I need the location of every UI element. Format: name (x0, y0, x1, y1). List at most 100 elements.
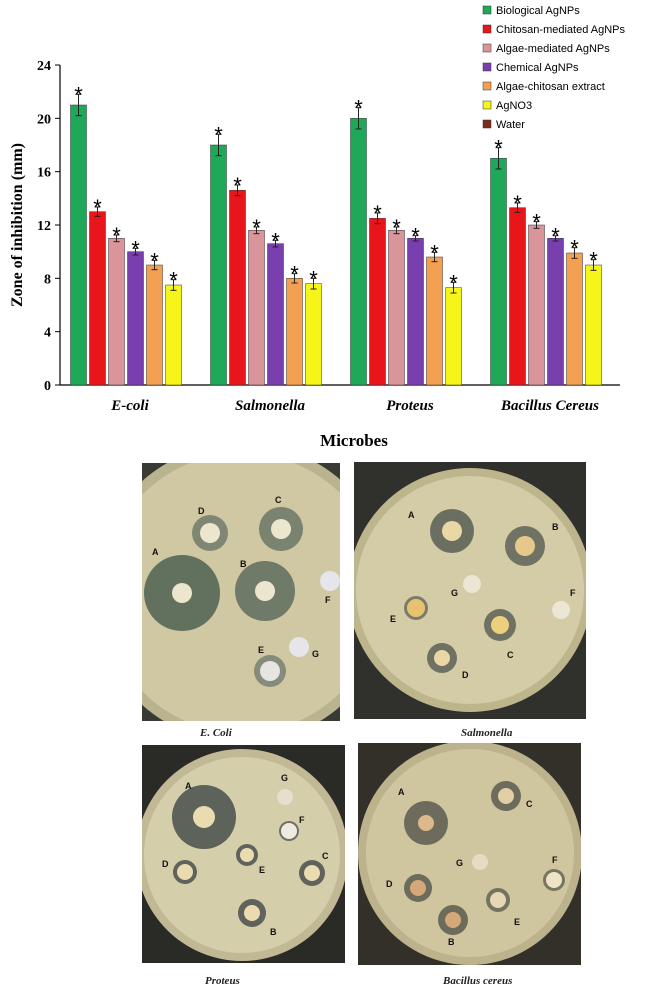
y-tick-label: 8 (44, 272, 51, 287)
zone-c (259, 507, 303, 551)
disk-g (472, 854, 488, 870)
legend-label: Algae-chitosan extract (496, 81, 605, 93)
bar-algae-mediated-agnps-3 (528, 224, 545, 386)
legend-label: Chemical AgNPs (496, 62, 579, 74)
legend-swatch (482, 5, 492, 15)
disk-label-d: D (386, 879, 393, 889)
x-axis-title: Microbes (320, 431, 388, 450)
legend-swatch (482, 81, 492, 91)
bar-algae-mediated-agnps-0 (108, 238, 125, 386)
category-label: Salmonella (235, 398, 306, 414)
disk-label-e: E (390, 614, 396, 624)
significance-asterisk: * (449, 270, 458, 295)
disk-label-f: F (552, 855, 558, 865)
bar-algae-mediated-agnps-1 (248, 230, 265, 386)
legend-swatch (482, 43, 492, 53)
significance-asterisk: * (551, 224, 560, 249)
y-tick-label: 0 (44, 379, 51, 394)
legend-label: Water (496, 119, 525, 131)
legend-label: Biological AgNPs (496, 5, 580, 17)
disk-label-c: C (507, 650, 514, 660)
bar-agno3-1 (305, 283, 322, 386)
disk-label-c: C (322, 851, 329, 861)
y-axis-title: Zone of inhibition (mm) (9, 143, 26, 307)
significance-asterisk: * (112, 223, 121, 248)
zone-b (438, 905, 468, 935)
category-label: Bacillus Cereus (500, 398, 599, 414)
zone-e (236, 844, 258, 866)
bar-chemical-agnps-2 (407, 238, 424, 386)
disk-label-b: B (240, 559, 247, 569)
significance-asterisk: * (430, 240, 439, 265)
disk-label-d: D (462, 670, 469, 680)
disk-f (552, 601, 570, 619)
plate-photo-salmonella: A B C D E F G (354, 462, 586, 719)
category-label: E-coli (110, 398, 149, 414)
disk-label-e: E (259, 865, 265, 875)
significance-asterisk: * (494, 136, 503, 161)
legend-label: AgNO3 (496, 100, 532, 112)
disk-label-c: C (275, 495, 282, 505)
significance-asterisk: * (589, 248, 598, 273)
zone-f (279, 821, 299, 841)
disk-label-g: G (312, 649, 319, 659)
disk-label-g: G (281, 773, 288, 783)
caption-ecoli: E. Coli (200, 727, 232, 739)
caption-bacillus: Bacillus cereus (443, 975, 513, 987)
significance-asterisk: * (570, 236, 579, 261)
disk-g (463, 575, 481, 593)
zone-e (486, 888, 510, 912)
disk-label-d: D (198, 506, 205, 516)
bar-chemical-agnps-3 (547, 238, 564, 386)
disk-label-g: G (451, 588, 458, 598)
disk-label-e: E (514, 917, 520, 927)
significance-asterisk: * (513, 191, 522, 216)
bar-agno3-2 (445, 287, 462, 386)
plate-bacillus-graphic: A B C D E F G (358, 743, 581, 965)
disk-label-e: E (258, 645, 264, 655)
significance-asterisk: * (93, 195, 102, 220)
significance-asterisk: * (411, 224, 420, 249)
significance-asterisk: * (392, 215, 401, 240)
bar-chart: 0 4 8 12 16 20 24 Zone of inhibition (mm) * * * * * *… (9, 5, 626, 450)
disk-f (320, 571, 340, 591)
significance-asterisk: * (309, 266, 318, 291)
zone-a (172, 785, 236, 849)
disk-g (289, 637, 309, 657)
zone-d (427, 643, 457, 673)
bar-algae-mediated-agnps-2 (388, 230, 405, 386)
disk-label-f: F (299, 815, 305, 825)
zone-b (235, 561, 295, 621)
zone-e (254, 655, 286, 687)
bar-agno3-3 (585, 264, 602, 386)
zone-c (491, 781, 521, 811)
bar-biological-agnps-3 (490, 158, 507, 386)
plate-salmonella-graphic: A B C D E F G (354, 462, 586, 719)
legend-swatch (482, 100, 492, 110)
disk-label-a: A (185, 781, 192, 791)
bar-algae-chitosan-extract-1 (286, 278, 303, 386)
significance-asterisk: * (252, 215, 261, 240)
zone-a (430, 509, 474, 553)
zone-b (238, 899, 266, 927)
disk-label-b: B (552, 522, 559, 532)
bar-algae-chitosan-extract-0 (146, 264, 163, 386)
disk-label-a: A (408, 510, 415, 520)
y-tick-label: 16 (37, 166, 51, 181)
bar-algae-chitosan-extract-3 (566, 252, 583, 386)
disk-label-c: C (526, 799, 533, 809)
zone-e (404, 596, 428, 620)
zone-c (484, 609, 516, 641)
disk-label-f: F (325, 595, 331, 605)
disk-label-a: A (152, 547, 159, 557)
y-tick-label: 12 (37, 219, 51, 234)
bar-biological-agnps-1 (210, 144, 227, 386)
zone-a (404, 801, 448, 845)
bar-biological-agnps-0 (70, 104, 87, 386)
plate-photo-ecoli: A B C D E F G (142, 463, 340, 721)
zone-c (299, 860, 325, 886)
significance-asterisk: * (271, 228, 280, 253)
plate-photo-bacillus: A B C D E F G (358, 743, 581, 965)
significance-asterisk: * (214, 122, 223, 147)
category-label: Proteus (386, 398, 434, 414)
